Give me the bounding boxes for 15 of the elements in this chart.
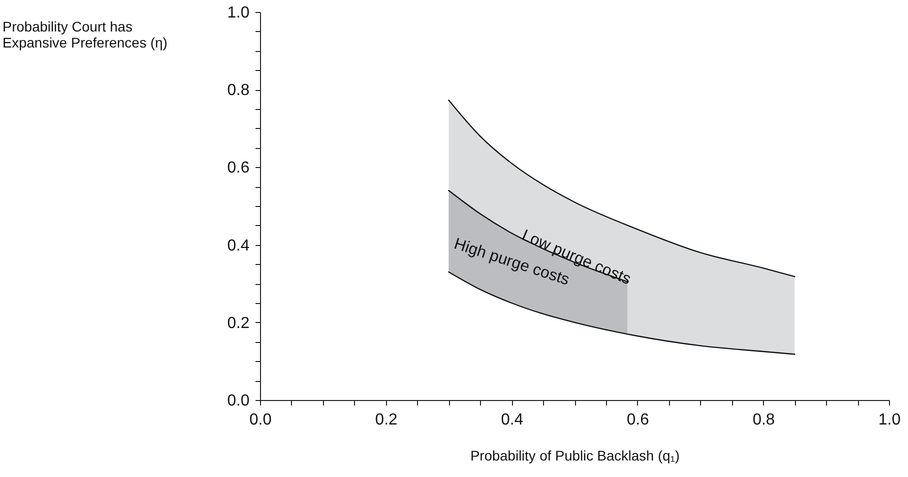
y-tick-label: 0.2 [227,314,250,332]
x-tick-label: 1.0 [878,412,901,428]
x-axis-title: Probability of Public Backlash (q₁) [470,448,680,464]
x-tick-label: 0.0 [249,412,272,428]
y-tick-label: 1.0 [227,4,250,22]
x-tick-label: 0.8 [752,412,775,428]
y-axis-title: Probability Court has Expansive Preferences (η) [2,18,168,50]
x-tick-label: 0.4 [500,412,524,428]
y-tick-label: 0.4 [227,237,250,254]
x-tick-label: 0.6 [626,412,650,428]
y-tick-label: 0.0 [227,392,250,410]
line-series [448,190,628,282]
y-tick-label: 0.6 [227,160,250,177]
x-tick-label: 0.2 [375,412,398,428]
y-tick-label: 0.8 [227,82,250,100]
